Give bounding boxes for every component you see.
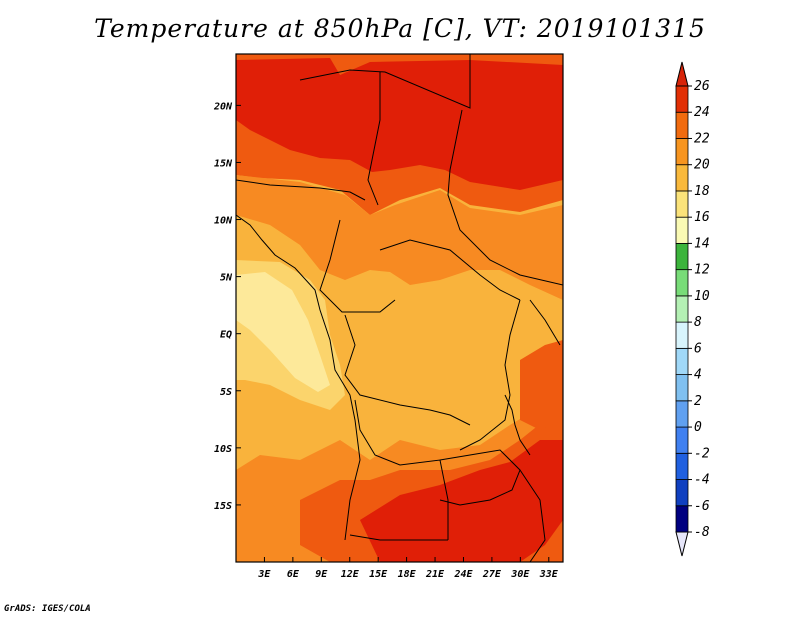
- colorbar-segment: [675, 452, 689, 480]
- lon-tick-label: 9E: [315, 569, 328, 580]
- colorbar-segment: [675, 531, 689, 557]
- lat-tick-label: 15N: [214, 158, 233, 169]
- border-lake-tanganyika: [504, 394, 531, 456]
- colorbar-label: 10: [694, 289, 710, 304]
- colorbar-label: 26: [694, 79, 710, 94]
- lon-tick-label: 3E: [257, 569, 271, 580]
- lon-tick-label: 21E: [425, 569, 445, 580]
- border-congo: [344, 314, 471, 426]
- border-namibia: [349, 534, 448, 541]
- colorbar-segment: [675, 164, 689, 192]
- border-chad-sudan: [447, 109, 563, 286]
- field-north-hot: [236, 58, 563, 190]
- field-west-22: [236, 175, 563, 300]
- lon-tick-label: 6E: [287, 569, 300, 580]
- colorbar-segment: [675, 269, 689, 297]
- border-angola: [354, 399, 449, 540]
- colorbar-segment: [675, 347, 689, 375]
- colorbar-label: -4: [694, 473, 710, 488]
- colorbar-label: -6: [694, 499, 710, 514]
- field-south-26: [360, 440, 563, 562]
- colorbar-segment: [675, 216, 689, 244]
- border-nigeria-cameroon: [319, 219, 396, 313]
- colorbar-segment: [675, 374, 689, 402]
- lon-tick-label: 27E: [482, 569, 502, 580]
- border-libya-chad: [367, 72, 381, 206]
- colorbar-segment: [675, 400, 689, 428]
- grads-credit: GrADS: IGES/COLA: [4, 604, 91, 614]
- colorbar-segment: [675, 138, 689, 166]
- colorbar-segment: [675, 111, 689, 139]
- border-sahara-north: [299, 54, 471, 109]
- field-sw-22: [236, 490, 300, 562]
- lon-tick-label: 12E: [341, 569, 360, 580]
- colorbar-label: 12: [694, 263, 710, 278]
- colorbar-segment: [675, 61, 689, 87]
- colorbar-label: 16: [694, 210, 710, 225]
- lon-tick-label: 24E: [453, 569, 473, 580]
- plot-frame: [235, 53, 564, 563]
- longitude-axis: 3E 6E 9E 12E 15E 18E 21E 24E 27E 30E 33E: [257, 557, 559, 580]
- colorbar-label: -2: [694, 446, 710, 461]
- border-car: [379, 239, 521, 301]
- colorbar-label: 0: [694, 420, 702, 435]
- colorbar-segment: [675, 505, 689, 533]
- border-west-coast: [236, 214, 361, 541]
- colorbar-segment: [675, 321, 689, 349]
- colorbar-label: 14: [694, 236, 710, 251]
- lon-tick-label: 18E: [398, 569, 417, 580]
- border-zambia: [439, 449, 521, 506]
- colorbar-segment: [675, 85, 689, 113]
- latitude-axis: 20N 15N 10N 5N EQ 5S 10S 15S: [213, 101, 241, 512]
- lat-tick-label: EQ: [220, 330, 232, 341]
- colorbar-label: 18: [694, 184, 710, 199]
- colorbar-label: 6: [694, 341, 702, 356]
- lon-tick-label: 33E: [539, 569, 559, 580]
- field-east-24: [520, 340, 563, 430]
- colorbar-label: 4: [694, 368, 702, 383]
- colorbar-label: 2: [694, 394, 702, 409]
- lon-tick-label: 30E: [510, 569, 530, 580]
- colorbar-label: 8: [694, 315, 702, 330]
- lat-tick-label: 20N: [213, 101, 233, 112]
- lat-tick-label: 10S: [214, 444, 232, 455]
- lat-tick-label: 5N: [220, 273, 233, 284]
- border-east-coast: [529, 299, 561, 346]
- colorbar-label: 20: [694, 158, 710, 173]
- lat-tick-label: 5S: [220, 387, 232, 398]
- lon-tick-label: 15E: [369, 569, 388, 580]
- colorbar-label: 22: [694, 131, 710, 146]
- border-mozambique: [519, 469, 546, 562]
- colorbar-segment: [675, 190, 689, 218]
- field-coast-16: [236, 272, 330, 392]
- colorbar-segment: [675, 243, 689, 271]
- colorbar-label: -8: [694, 525, 710, 540]
- lat-tick-label: 15S: [214, 501, 232, 512]
- country-borders: [236, 54, 563, 562]
- temperature-field: [236, 54, 563, 562]
- colorbar-label: 24: [694, 105, 710, 120]
- map-title: Temperature at 850hPa [C], VT: 201910131…: [94, 14, 706, 43]
- border-drc-east: [459, 299, 521, 451]
- colorbar-segment: [675, 426, 689, 454]
- lat-tick-label: 10N: [214, 216, 233, 227]
- colorbar-segment: [675, 479, 689, 507]
- border-niger-nigeria: [236, 179, 366, 201]
- colorbar-segment: [675, 295, 689, 323]
